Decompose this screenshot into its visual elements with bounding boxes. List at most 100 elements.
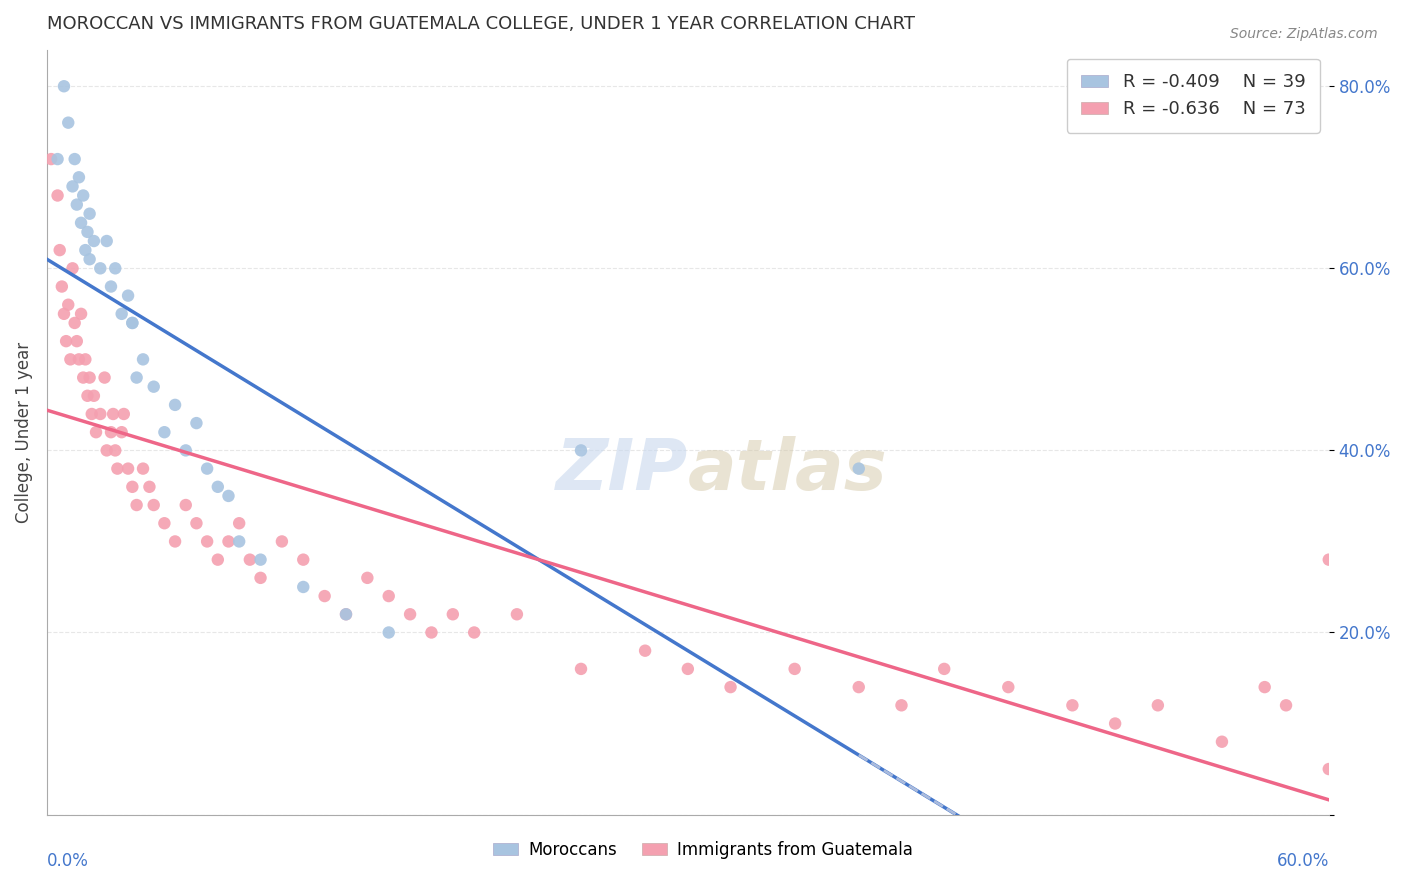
Point: [1253, 680, 1275, 694]
Point: [53, 79, 76, 94]
Point: [1317, 552, 1340, 566]
Point: [96, 234, 118, 248]
Point: [463, 625, 485, 640]
Point: [104, 261, 127, 276]
Point: [228, 516, 250, 531]
Point: [63, 316, 86, 330]
Point: [1104, 716, 1126, 731]
Point: [66, 197, 89, 211]
Point: [186, 416, 208, 430]
Point: [46, 188, 69, 202]
Point: [292, 580, 315, 594]
Point: [218, 534, 240, 549]
Point: [720, 680, 742, 694]
Point: [676, 662, 699, 676]
Point: [121, 316, 143, 330]
Point: [195, 534, 218, 549]
Point: [79, 370, 101, 384]
Point: [125, 498, 148, 512]
Point: [72, 188, 94, 202]
Point: [165, 534, 187, 549]
Point: [997, 680, 1019, 694]
Point: [101, 407, 124, 421]
Point: [72, 370, 94, 384]
Point: [89, 407, 111, 421]
Point: [1211, 735, 1233, 749]
Point: [153, 516, 176, 531]
Point: [75, 352, 97, 367]
Point: [132, 461, 155, 475]
Legend: R = -0.409    N = 39, R = -0.636    N = 73: R = -0.409 N = 39, R = -0.636 N = 73: [1067, 59, 1320, 133]
Point: [111, 307, 134, 321]
Text: MOROCCAN VS IMMIGRANTS FROM GUATEMALA COLLEGE, UNDER 1 YEAR CORRELATION CHART: MOROCCAN VS IMMIGRANTS FROM GUATEMALA CO…: [46, 15, 915, 33]
Point: [420, 625, 443, 640]
Point: [314, 589, 336, 603]
Point: [100, 425, 122, 440]
Point: [80, 407, 103, 421]
Point: [53, 307, 76, 321]
Point: [335, 607, 357, 622]
Point: [75, 243, 97, 257]
Point: [506, 607, 529, 622]
Point: [142, 498, 165, 512]
Point: [848, 461, 870, 475]
Point: [249, 552, 271, 566]
Point: [270, 534, 292, 549]
Point: [848, 680, 870, 694]
Point: [218, 489, 240, 503]
Point: [104, 443, 127, 458]
Point: [1275, 698, 1298, 713]
Point: [105, 461, 128, 475]
Legend: Moroccans, Immigrants from Guatemala: Moroccans, Immigrants from Guatemala: [486, 835, 920, 866]
Point: [1062, 698, 1084, 713]
Point: [48, 243, 70, 257]
Point: [79, 252, 101, 267]
Text: atlas: atlas: [688, 436, 887, 505]
Point: [62, 261, 84, 276]
Point: [70, 307, 93, 321]
Point: [186, 516, 208, 531]
Point: [79, 207, 101, 221]
Point: [59, 352, 82, 367]
Y-axis label: College, Under 1 year: College, Under 1 year: [15, 342, 32, 523]
Point: [121, 316, 143, 330]
Point: [58, 298, 80, 312]
Point: [83, 389, 105, 403]
Point: [125, 370, 148, 384]
Point: [441, 607, 464, 622]
Point: [58, 116, 80, 130]
Point: [67, 170, 90, 185]
Point: [121, 480, 143, 494]
Point: [76, 389, 98, 403]
Point: [377, 589, 399, 603]
Point: [138, 480, 160, 494]
Point: [207, 480, 229, 494]
Point: [335, 607, 357, 622]
Text: Source: ZipAtlas.com: Source: ZipAtlas.com: [1230, 27, 1378, 41]
Point: [165, 398, 187, 412]
Point: [100, 279, 122, 293]
Point: [117, 461, 139, 475]
Point: [55, 334, 77, 348]
Point: [377, 625, 399, 640]
Point: [117, 288, 139, 302]
Point: [111, 425, 134, 440]
Point: [63, 152, 86, 166]
Point: [93, 370, 115, 384]
Point: [46, 152, 69, 166]
Point: [569, 662, 592, 676]
Point: [783, 662, 806, 676]
Point: [569, 443, 592, 458]
Point: [67, 352, 90, 367]
Point: [890, 698, 912, 713]
Point: [142, 379, 165, 393]
Point: [39, 152, 62, 166]
Point: [228, 534, 250, 549]
Point: [356, 571, 378, 585]
Point: [1317, 762, 1340, 776]
Point: [84, 425, 107, 440]
Point: [207, 552, 229, 566]
Point: [239, 552, 262, 566]
Text: 60.0%: 60.0%: [1277, 852, 1329, 870]
Point: [399, 607, 422, 622]
